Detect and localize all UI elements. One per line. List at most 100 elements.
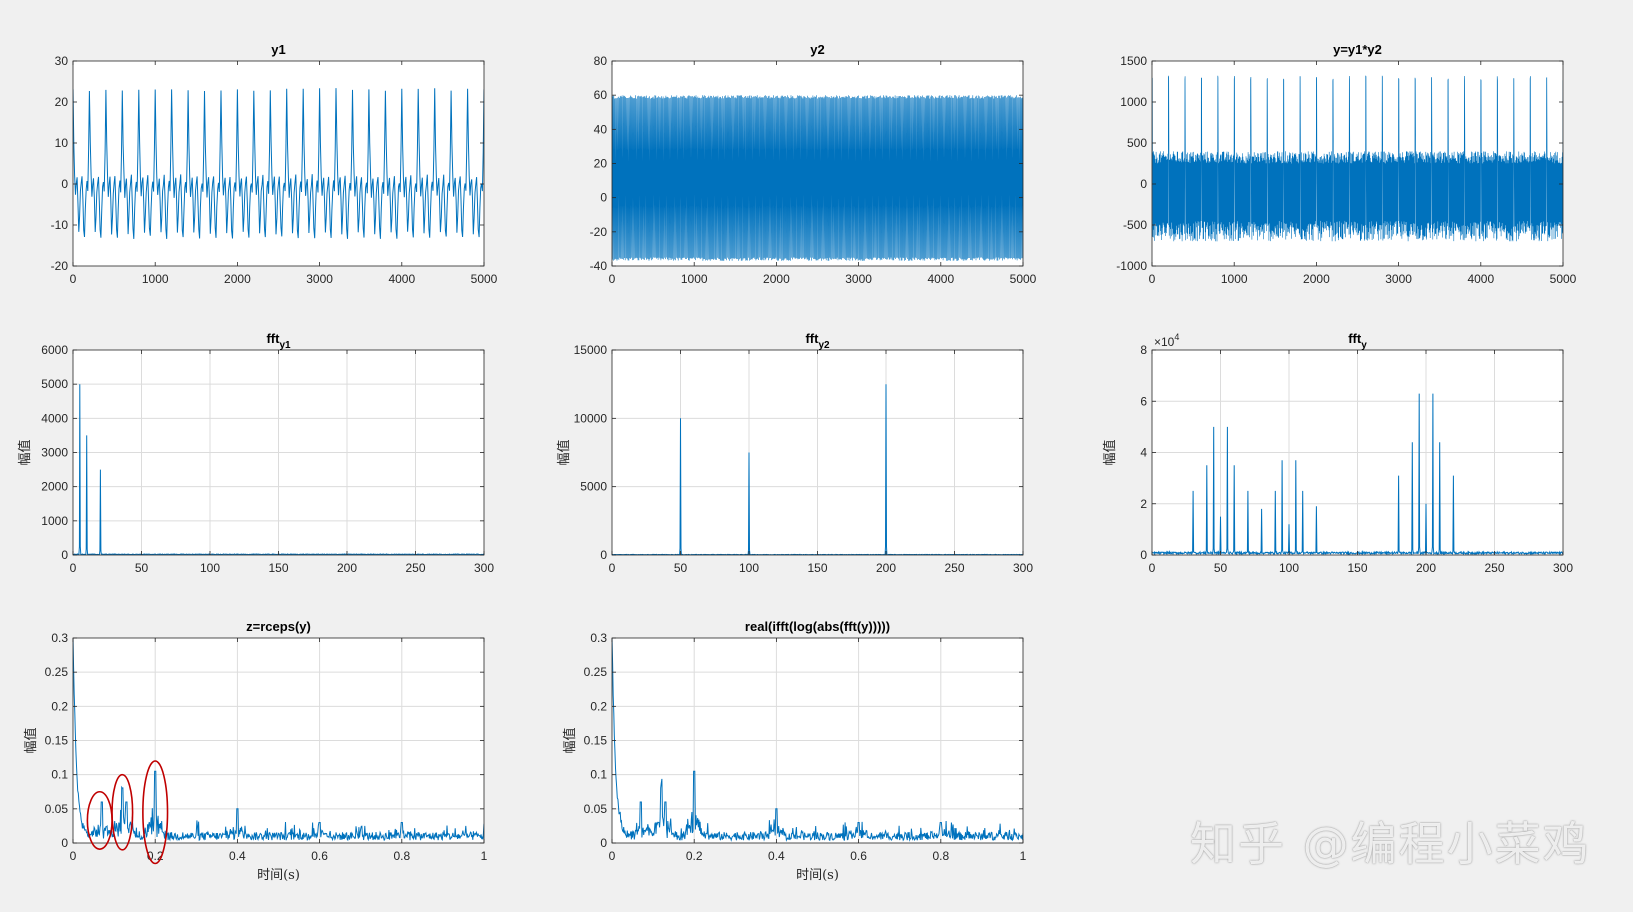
y-tick-label: 0.25 xyxy=(584,665,608,679)
subplot-fft_y1: 0 50 100 150 200 250 3000100020003000400050006… xyxy=(17,331,494,575)
y-tick-label: 4000 xyxy=(41,411,68,425)
y-tick-label: 1000 xyxy=(41,514,68,528)
y-tick-label: 20 xyxy=(594,157,608,171)
y-tick-label: 0 xyxy=(600,191,607,205)
y-tick-label: 30 xyxy=(55,54,69,68)
y-tick-label: 5000 xyxy=(580,480,607,494)
x-tick-label: 3000 xyxy=(845,272,872,286)
y-tick-label: 3000 xyxy=(41,446,68,460)
y-tick-label: 0.15 xyxy=(584,734,608,748)
y-tick-label: 5000 xyxy=(41,377,68,391)
x-tick-label: 300 xyxy=(1553,561,1573,575)
chart-title: y2 xyxy=(810,42,824,57)
x-tick-label: 300 xyxy=(474,561,494,575)
x-tick-label: 200 xyxy=(337,561,357,575)
chart-title: ffty1 xyxy=(266,331,291,351)
y-tick-label: -10 xyxy=(51,218,69,232)
x-tick-label: 0.2 xyxy=(686,849,703,863)
x-tick-label: 1000 xyxy=(681,272,708,286)
x-tick-label: 5000 xyxy=(471,272,498,286)
y-axis-label: 幅值 xyxy=(17,439,33,465)
x-tick-label: 250 xyxy=(1484,561,1504,575)
x-tick-label: 0.4 xyxy=(229,849,246,863)
chart-title: ffty xyxy=(1348,331,1367,351)
x-tick-label: 5000 xyxy=(1550,272,1577,286)
y-tick-label: 0 xyxy=(1140,548,1147,562)
y-tick-label: 1500 xyxy=(1120,54,1147,68)
chart-title: y1 xyxy=(271,42,285,57)
x-tick-label: 0 xyxy=(609,849,616,863)
x-tick-label: 150 xyxy=(268,561,288,575)
y-tick-label: 0 xyxy=(600,548,607,562)
x-tick-label: 100 xyxy=(739,561,759,575)
y-tick-label: 15000 xyxy=(574,343,608,357)
y-tick-label: 20 xyxy=(55,95,69,109)
x-tick-label: 250 xyxy=(405,561,425,575)
x-tick-label: 0 xyxy=(609,272,616,286)
axes-background xyxy=(73,61,484,266)
x-tick-label: 4000 xyxy=(388,272,415,286)
subplot-cepstrum: 0 0.2 0.4 0.6 0.8 100.050.10.150.20.250.3z=rc… xyxy=(23,619,488,883)
x-tick-label: 200 xyxy=(876,561,896,575)
x-tick-label: 1000 xyxy=(1221,272,1248,286)
x-tick-label: 0.6 xyxy=(311,849,328,863)
series-line xyxy=(612,95,1023,261)
chart-title: y=y1*y2 xyxy=(1333,42,1382,57)
series-line xyxy=(73,88,484,239)
x-tick-label: 1 xyxy=(1020,849,1027,863)
y-tick-label: 6 xyxy=(1140,394,1147,408)
chart-title: ffty2 xyxy=(805,331,830,351)
y-tick-label: 60 xyxy=(594,88,608,102)
y-axis-label: 幅值 xyxy=(556,439,572,465)
x-tick-label: 4000 xyxy=(1467,272,1494,286)
y-tick-label: 40 xyxy=(594,122,608,136)
highlight-ellipse xyxy=(111,773,134,851)
x-tick-label: 100 xyxy=(1279,561,1299,575)
chart-title: real(ifft(log(abs(fft(y))))) xyxy=(745,619,890,634)
x-tick-label: 0 xyxy=(70,849,77,863)
y-axis-label: 幅值 xyxy=(562,727,578,753)
y-tick-label: 0 xyxy=(600,836,607,850)
y-tick-label: 0.05 xyxy=(584,802,608,816)
x-tick-label: 2000 xyxy=(763,272,790,286)
subplot-fft_y: 0 50 100 150 200 250 300 0 2 4 6 8 ffty 幅值 ×104 xyxy=(1102,331,1573,575)
x-tick-label: 50 xyxy=(1214,561,1228,575)
x-tick-label: 150 xyxy=(807,561,827,575)
y-tick-label: 8 xyxy=(1140,343,1147,357)
highlight-ellipse xyxy=(142,760,169,865)
x-tick-label: 250 xyxy=(944,561,964,575)
y-tick-label: 2000 xyxy=(41,480,68,494)
y-tick-label: 0.3 xyxy=(590,631,607,645)
x-tick-label: 150 xyxy=(1347,561,1367,575)
y-axis-label: 幅值 xyxy=(23,727,39,753)
y-tick-label: 0.2 xyxy=(590,699,607,713)
x-tick-label: 0 xyxy=(609,561,616,575)
axes-box xyxy=(1151,60,1564,267)
x-tick-label: 3000 xyxy=(306,272,333,286)
y-tick-label: 2 xyxy=(1140,497,1147,511)
x-tick-label: 0 xyxy=(70,561,77,575)
y-tick-label: 0 xyxy=(61,548,68,562)
y-tick-label: 500 xyxy=(1127,136,1147,150)
subplot-real_ifft: 0 0.2 0.4 0.6 0.8 1 0 0.05 0.1 0.15 0.2 0.25 0.3 real… xyxy=(562,619,1027,883)
x-tick-label: 50 xyxy=(674,561,688,575)
x-tick-label: 0 xyxy=(1149,272,1156,286)
y-tick-label: -40 xyxy=(590,259,608,273)
y-tick-label: 10 xyxy=(55,136,69,150)
y-tick-label: 0.2 xyxy=(51,699,68,713)
x-axis-label: 时间(s) xyxy=(796,868,839,883)
x-tick-label: 100 xyxy=(200,561,220,575)
y-tick-label: 0.1 xyxy=(51,768,68,782)
x-tick-label: 2000 xyxy=(1303,272,1330,286)
x-tick-label: 0 xyxy=(70,272,77,286)
y-tick-label: 0.05 xyxy=(45,802,69,816)
y-tick-label: -500 xyxy=(1123,218,1147,232)
y-tick-label: 0.15 xyxy=(45,734,69,748)
series-line xyxy=(73,638,484,842)
x-tick-label: 1 xyxy=(481,849,488,863)
y-tick-label: 10000 xyxy=(574,411,608,425)
y-tick-label: 0 xyxy=(61,836,68,850)
x-tick-label: 4000 xyxy=(927,272,954,286)
x-tick-label: 50 xyxy=(135,561,149,575)
